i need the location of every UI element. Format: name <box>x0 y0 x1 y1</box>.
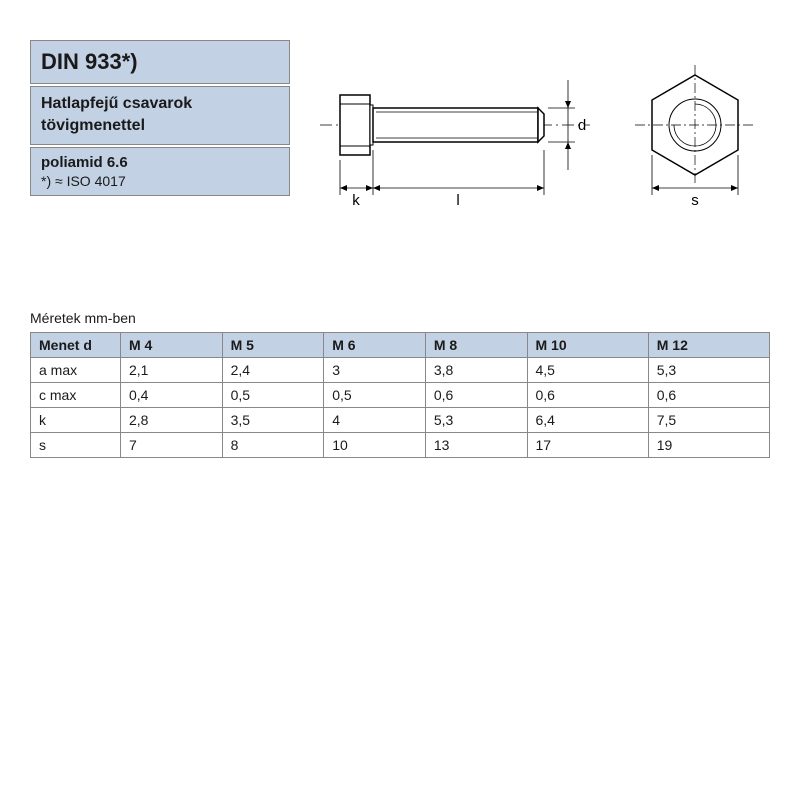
data-cell: 3 <box>324 358 426 383</box>
data-cell: 4 <box>324 408 426 433</box>
data-cell: 19 <box>648 433 769 458</box>
data-cell: 5,3 <box>648 358 769 383</box>
data-cell: 0,4 <box>121 383 223 408</box>
data-cell: 7 <box>121 433 223 458</box>
data-cell: 2,1 <box>121 358 223 383</box>
data-cell: 0,6 <box>648 383 769 408</box>
standard-title: DIN 933*) <box>30 40 290 84</box>
data-cell: 7,5 <box>648 408 769 433</box>
row-label: s <box>31 433 121 458</box>
table-row: c max0,40,50,50,60,60,6 <box>31 383 770 408</box>
dim-s-label: s <box>691 192 699 209</box>
table-caption: Méretek mm-ben <box>30 310 770 326</box>
row-label: a max <box>31 358 121 383</box>
col-header: M 4 <box>121 333 223 358</box>
data-cell: 0,5 <box>222 383 324 408</box>
data-cell: 0,6 <box>527 383 648 408</box>
bolt-end-view: s <box>630 60 760 220</box>
dim-l-label: l <box>456 192 459 209</box>
product-description: Hatlapfejű csavarok tövigmenettel <box>30 86 290 145</box>
data-cell: 10 <box>324 433 426 458</box>
table-row: s7810131719 <box>31 433 770 458</box>
col-header: M 8 <box>425 333 527 358</box>
row-label: c max <box>31 383 121 408</box>
data-cell: 2,4 <box>222 358 324 383</box>
data-cell: 4,5 <box>527 358 648 383</box>
col-header: M 6 <box>324 333 426 358</box>
info-column: DIN 933*) Hatlapfejű csavarok tövigmenet… <box>30 40 290 198</box>
header-label-cell: Menet d <box>31 333 121 358</box>
col-header: M 12 <box>648 333 769 358</box>
data-cell: 0,5 <box>324 383 426 408</box>
table-row: a max2,12,433,84,55,3 <box>31 358 770 383</box>
material-block: poliamid 6.6 *) ≈ ISO 4017 <box>30 147 290 196</box>
technical-diagram: k l d <box>310 40 770 220</box>
material-label: poliamid 6.6 <box>41 154 279 171</box>
bolt-side-view: k l d <box>320 60 600 220</box>
row-label: k <box>31 408 121 433</box>
data-cell: 17 <box>527 433 648 458</box>
data-cell: 13 <box>425 433 527 458</box>
data-cell: 3,5 <box>222 408 324 433</box>
desc-line2: tövigmenettel <box>41 117 145 134</box>
col-header: M 5 <box>222 333 324 358</box>
table-header-row: Menet d M 4 M 5 M 6 M 8 M 10 M 12 <box>31 333 770 358</box>
data-cell: 2,8 <box>121 408 223 433</box>
data-cell: 5,3 <box>425 408 527 433</box>
data-cell: 3,8 <box>425 358 527 383</box>
header-section: DIN 933*) Hatlapfejű csavarok tövigmenet… <box>30 40 770 220</box>
data-cell: 6,4 <box>527 408 648 433</box>
iso-note: *) ≈ ISO 4017 <box>41 173 279 189</box>
data-cell: 8 <box>222 433 324 458</box>
data-cell: 0,6 <box>425 383 527 408</box>
col-header: M 10 <box>527 333 648 358</box>
desc-line1: Hatlapfejű csavarok <box>41 95 192 112</box>
dimensions-table: Menet d M 4 M 5 M 6 M 8 M 10 M 12 a max2… <box>30 332 770 458</box>
table-row: k2,83,545,36,47,5 <box>31 408 770 433</box>
dim-d-label: d <box>578 117 586 134</box>
dim-k-label: k <box>352 192 360 209</box>
dimensions-table-section: Méretek mm-ben Menet d M 4 M 5 M 6 M 8 M… <box>30 310 770 458</box>
